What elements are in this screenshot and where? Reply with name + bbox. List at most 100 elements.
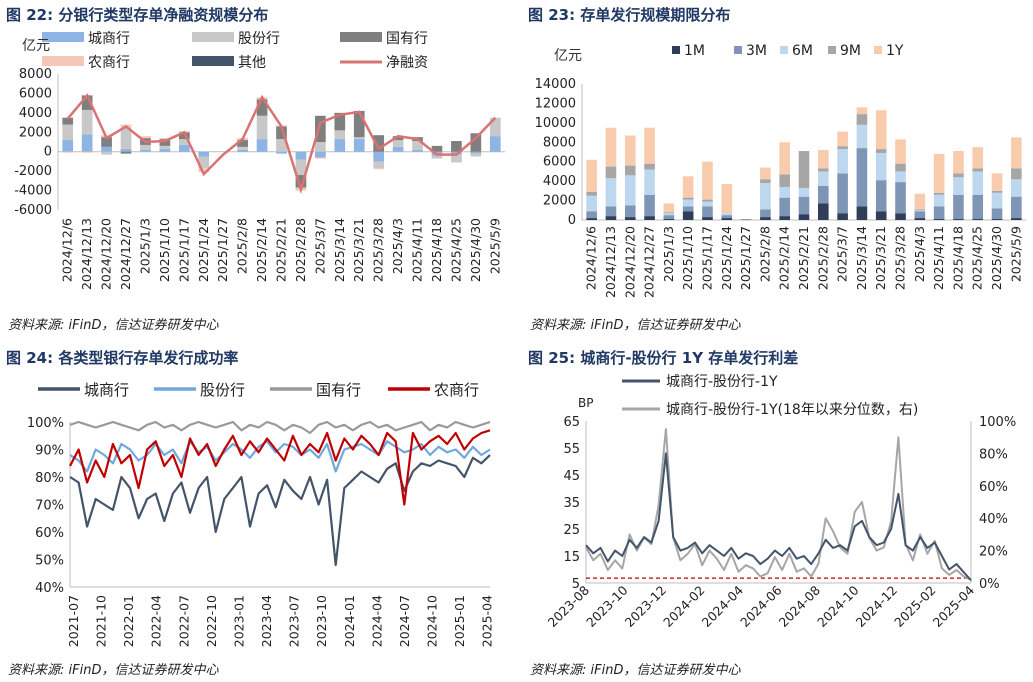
- chart-22-bar-国有行: [62, 117, 74, 125]
- chart-23-legend-label: 3M: [746, 43, 767, 59]
- chart-25-line-城商行-股份行-1Y: [585, 452, 972, 581]
- chart-22-bar-国有行: [81, 95, 93, 110]
- chart-23-bar-1M: [875, 211, 887, 220]
- chart-25-ytick-right-label: 40%: [979, 512, 1008, 527]
- chart-22-bar-城商行: [470, 151, 482, 154]
- chart-24-xtick-label: 2024-01: [342, 595, 357, 647]
- chart-22-bar-国有行: [237, 140, 248, 147]
- chart-22-xtick-label: 2024/12/6: [60, 218, 75, 282]
- chart-23-xtick-label: 2025/1/3: [661, 226, 676, 282]
- chart-23-bar-3M: [953, 194, 964, 220]
- chart-23-xtick-label: 2025/3/7: [835, 226, 850, 282]
- chart-23-bar-6M: [914, 210, 926, 212]
- chart-24-xtick-label: 2024-04: [369, 595, 384, 647]
- chart-23-legend-swatch-1Y: [874, 46, 882, 54]
- chart-22-legend-label: 净融资: [386, 55, 428, 71]
- chart-23-xtick-label: 2025/4/3: [912, 226, 927, 282]
- chart-22-bar-国有行: [276, 126, 287, 140]
- chart-23-bar-1Y: [760, 167, 771, 180]
- chart-23-bar-3M: [760, 209, 771, 218]
- chart-25-ytick-right-label: 20%: [979, 545, 1008, 560]
- chart-24-xtick-label: 2022-07: [176, 595, 191, 647]
- chart-22-xtick-label: 2025/2/21: [274, 218, 289, 282]
- chart-23-bar-1Y: [856, 107, 868, 115]
- chart-23-bar-1M: [856, 206, 868, 220]
- chart-24-ytick-label: 40%: [35, 581, 64, 596]
- chart-22-xtick-label: 2025/2/8: [235, 218, 250, 274]
- chart-25-ytick-right-label: 80%: [979, 447, 1008, 462]
- chart-22-bar-城商行: [120, 148, 132, 152]
- chart-23-panel: 图 23: 存单发行规模期限分布 1M 3M 6M 9M 1Y 亿元 14000 12000 1…: [516, 0, 1033, 340]
- chart-24-plot: 城商行 股份行 国有行 农商行 100% 90% 80% 70% 60% 50% 40%2021-0…: [27, 381, 495, 647]
- chart-22-xtick-label: 2025/2/14: [254, 218, 269, 282]
- chart-22-bar-城商行: [295, 151, 307, 160]
- chart-23-xtick-label: 2025/3/21: [873, 226, 888, 290]
- chart-23-bar-3M: [624, 205, 636, 218]
- chart-22-bar-股份行: [276, 139, 287, 152]
- chart-23-bar-3M: [644, 194, 655, 217]
- chart-22-ytick-label: 2000: [19, 125, 52, 140]
- chart-24-xtick-label: 2023-04: [259, 595, 274, 647]
- chart-25-legend-label: 城商行-股份行-1Y(18年以来分位数，右): [666, 402, 918, 418]
- chart-22-bar-城商行: [178, 144, 190, 152]
- chart-22-bar-城商行: [140, 149, 151, 152]
- chart-23-bar-3M: [586, 211, 597, 219]
- chart-23-bar-1Y: [1011, 137, 1022, 169]
- chart-23-bar-1Y: [875, 110, 887, 150]
- chart-23-bar-3M: [798, 196, 810, 215]
- chart-23-bar-6M: [760, 183, 771, 210]
- chart-22-bar-股份行: [451, 154, 462, 163]
- chart-23-bar-3M: [837, 173, 848, 214]
- chart-22-bar-城商行: [101, 146, 112, 152]
- chart-23-bar-3M: [933, 206, 945, 220]
- chart-22-bar-城商行: [334, 139, 346, 152]
- chart-23-bar-9M: [586, 191, 597, 196]
- chart-23-bar-1M: [779, 216, 791, 220]
- chart-24-ytick-label: 70%: [35, 499, 64, 514]
- chart-23-plot: 1M 3M 6M 9M 1Y 亿元 14000 12000 10000 8000 6000 4000 2…: [535, 43, 1026, 298]
- chart-22-xtick-label: 2025/2/28: [293, 218, 308, 282]
- chart-22-legend-swatch-城商行: [42, 32, 84, 42]
- chart-25-ytick-label: 5: [572, 577, 580, 592]
- chart-22-bar-城商行: [392, 146, 404, 152]
- chart-23-xtick-label: 2025/1/24: [719, 226, 734, 290]
- chart-22-line-净融资: [66, 93, 497, 194]
- chart-22-bar-农商行: [81, 151, 93, 153]
- chart-24-xtick-label: 2024-10: [425, 595, 440, 647]
- chart-25-panel: 图 25: 城商行-股份行 1Y 存单发行利差 城商行-股份行-1Y 城商行-股份…: [516, 341, 1033, 682]
- chart-22-bar-农商行: [62, 151, 74, 153]
- chart-22-bar-股份行: [256, 115, 268, 140]
- chart-22-bar-股份行: [140, 144, 151, 150]
- chart-22-xtick-label: 2024/12/20: [99, 218, 114, 290]
- chart-23-bar-1Y: [624, 135, 636, 166]
- chart-22-xtick-label: 2025/3/14: [332, 218, 347, 282]
- chart-22-bar-国有行: [159, 139, 171, 146]
- chart-22-bar-农商行: [140, 136, 151, 139]
- chart-24-xtick-label: 2021-10: [94, 595, 109, 647]
- chart-23-bar-3M: [856, 148, 868, 207]
- chart-23-bar-1M: [624, 217, 636, 220]
- chart-23-bar-6M: [644, 169, 655, 195]
- chart-22-bar-国有行: [101, 137, 112, 147]
- chart-22-bar-城商行: [276, 151, 287, 154]
- chart-23-bar-1M: [1011, 218, 1022, 220]
- chart-22-legend-swatch-股份行: [192, 32, 234, 42]
- chart-22-legend-label: 城商行: [88, 31, 130, 47]
- chart-24-xtick-label: 2022-10: [204, 595, 219, 647]
- chart-24-xtick-label: 2022-04: [149, 595, 164, 647]
- chart-22-xtick-label: 2025/4/11: [410, 218, 425, 282]
- chart-25-legend-label: 城商行-股份行-1Y: [666, 374, 778, 390]
- chart-23-ytick-label: 8000: [543, 135, 576, 150]
- chart-23-bar-1Y: [779, 142, 791, 175]
- chart-23-bar-6M: [972, 171, 984, 195]
- chart-24-xtick-label: 2023-07: [287, 595, 302, 647]
- chart-22-bar-国有行: [178, 132, 190, 140]
- chart-23-bar-6M: [663, 213, 675, 216]
- chart-22-bar-国有行: [334, 112, 346, 131]
- chart-22-bar-国有行: [431, 145, 443, 152]
- chart-23-title: 图 23: 存单发行规模期限分布: [528, 6, 731, 24]
- chart-22-ytick-label: 4000: [19, 106, 52, 121]
- chart-22-xtick-label: 2025/1/27: [215, 218, 230, 282]
- chart-22-legend-label: 农商行: [88, 55, 130, 71]
